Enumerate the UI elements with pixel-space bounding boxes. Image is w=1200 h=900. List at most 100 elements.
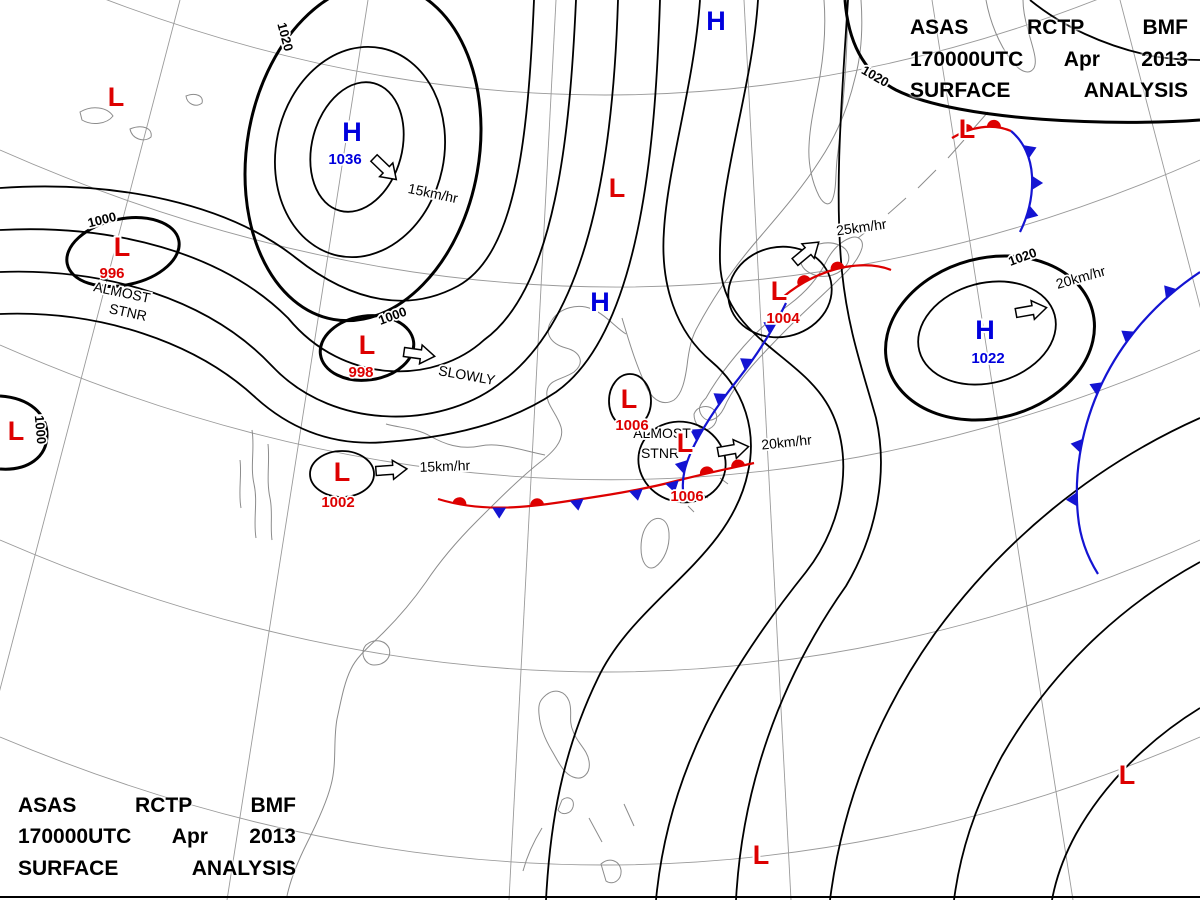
warm-front-symbol <box>731 459 746 468</box>
high-pressure-symbol: H <box>590 287 610 317</box>
front-kurils-line <box>1010 130 1034 233</box>
coastline-sakhalin <box>808 0 848 205</box>
isobar <box>0 0 535 302</box>
isobar-ring-1006-a <box>608 373 652 429</box>
motion-arrow <box>402 343 437 366</box>
coastline-hainan <box>362 640 391 666</box>
meridian-line <box>1119 0 1200 309</box>
latitude-line <box>106 0 1097 96</box>
meridian-line <box>931 0 1074 900</box>
terrain-marks-central-china <box>239 429 273 541</box>
cold-front-symbol <box>1164 285 1177 299</box>
high-pressure-symbol: H <box>706 6 726 36</box>
isobar <box>953 561 1200 900</box>
cold-front-symbol <box>740 358 754 371</box>
isobar-loop-1000-west <box>0 394 49 471</box>
warm-front-symbol <box>699 466 714 475</box>
cold-front-japan <box>674 302 787 491</box>
low-pressure-symbol: L <box>753 840 770 870</box>
warm-front-symbol <box>830 261 845 271</box>
cold-front-symbol <box>1121 330 1135 343</box>
cold-front-east-pacific-line <box>1075 271 1200 575</box>
motion-arrow <box>716 438 750 460</box>
low-pressure-symbol: L <box>114 232 131 262</box>
annotation-text: 15km/hr <box>419 457 470 475</box>
warm-front-symbol <box>959 124 974 134</box>
cold-front-symbol <box>1023 145 1037 159</box>
high-pressure-symbol: H <box>342 117 362 147</box>
isobar-1020-northeast <box>843 0 1200 124</box>
low-pressure-symbol: L <box>959 114 976 144</box>
cold-front-symbol <box>690 428 704 442</box>
pressure-value-label: 1002 <box>321 494 354 511</box>
warm-front-symbol <box>986 119 1001 128</box>
cold-front-symbol <box>713 393 727 406</box>
annotation-text: STNR <box>641 445 679 461</box>
isobar-ring-1002 <box>309 450 375 498</box>
isobar <box>1029 0 1200 61</box>
pressure-value-label: 1006 <box>670 488 703 505</box>
motion-arrow <box>1014 299 1048 321</box>
pressure-value-label: 1036 <box>328 151 361 168</box>
title-line-product: ASAS RCTP BMF <box>910 16 1188 39</box>
river-yangtze <box>385 423 546 456</box>
high-pressure-symbol: H <box>975 315 995 345</box>
cold-front-symbol <box>665 480 679 493</box>
cold-front-symbol <box>492 507 507 519</box>
cold-front-symbol <box>674 460 688 474</box>
low-pressure-symbol: L <box>359 330 376 360</box>
motion-arrow <box>791 241 820 267</box>
coastline-korea <box>621 317 699 404</box>
pressure-value-label: 1022 <box>971 350 1004 367</box>
isobar-ring-1036-inner <box>309 81 405 213</box>
motion-arrow <box>369 153 398 181</box>
isobar-ring-1022-inner <box>917 280 1057 386</box>
annotation-text: 15km/hr <box>407 180 460 206</box>
isobar-ring-1036-middle <box>274 45 446 259</box>
coastline-kuril-islands <box>857 111 989 239</box>
front-kurils-line <box>951 125 1012 139</box>
cold-front-japan-line <box>681 302 787 491</box>
meridian-line <box>508 0 557 900</box>
cold-front-symbol <box>1070 438 1083 453</box>
pressure-value-label: 998 <box>348 364 373 381</box>
coastline-kamchatka <box>985 0 1036 73</box>
warm-front-symbol <box>452 497 467 506</box>
meridian-line <box>0 0 181 692</box>
low-pressure-symbol: L <box>8 416 25 446</box>
cold-front-symbol <box>629 488 643 501</box>
coastline-bohai <box>551 306 627 335</box>
pressure-value-label: 1006 <box>615 417 648 434</box>
annotation-text: 20km/hr <box>760 431 812 452</box>
coastline-taiwan <box>640 518 670 569</box>
isobar <box>0 0 661 444</box>
low-pressure-symbol: L <box>1119 760 1136 790</box>
latitude-line <box>0 539 1200 673</box>
low-pressure-symbol: L <box>621 384 638 414</box>
latitude-line <box>0 736 1200 866</box>
latitude-line <box>0 344 1200 481</box>
cold-front-symbol <box>1032 175 1044 190</box>
stationary-front-china <box>437 459 755 519</box>
coastline-china-indochina <box>286 319 581 897</box>
title-line-type: SURFACE ANALYSIS <box>18 856 296 880</box>
latitude-line <box>0 149 1200 288</box>
annotations-layer: ALMOSTSTNR15km/hrSLOWLY15km/hrALMOSTSTNR… <box>90 178 1109 476</box>
front-kurils <box>951 119 1044 233</box>
isobar-label: 1000 <box>32 415 49 445</box>
coastline-philippines <box>522 690 635 884</box>
isobar <box>655 0 845 900</box>
warm-front-japan-sea <box>782 261 892 298</box>
warm-front-symbol <box>797 275 811 286</box>
low-pressure-symbol: L <box>108 82 125 112</box>
motion-arrows-layer <box>369 153 1048 481</box>
isobar <box>0 0 619 418</box>
lakes-northeast-asia <box>79 93 203 141</box>
isobar <box>1051 707 1200 900</box>
pressure-centers-layer: L H 1036 L 996 L 998 L L 1002 H L H L 1004 L 1006 L 1006 L H… <box>6 4 1138 872</box>
low-pressure-symbol: L <box>677 428 694 458</box>
cold-front-symbol <box>569 498 584 511</box>
